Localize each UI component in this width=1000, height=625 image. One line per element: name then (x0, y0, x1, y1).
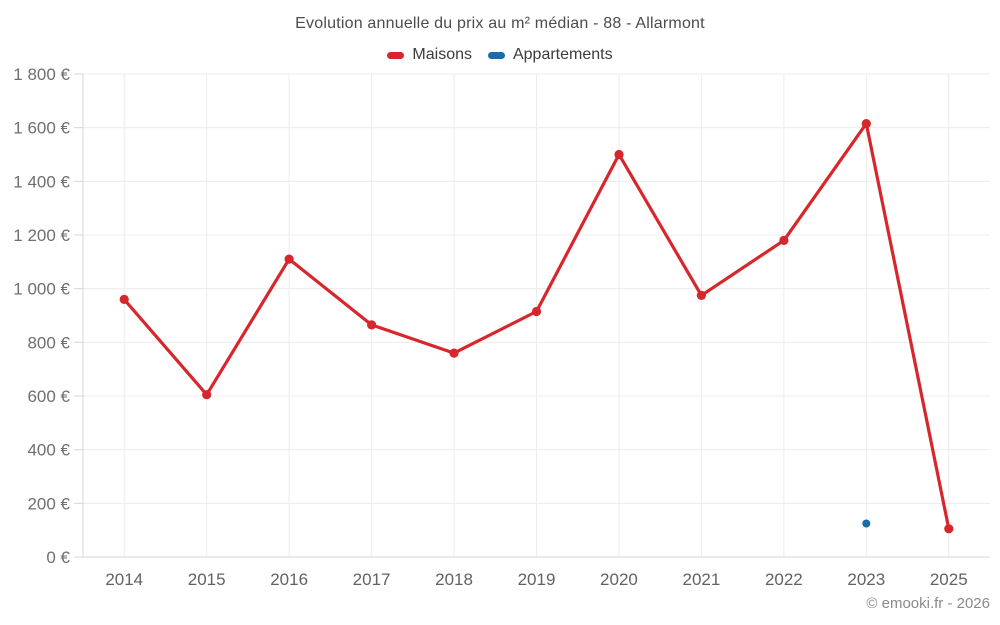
legend-item-appartements[interactable]: Appartements (487, 46, 613, 64)
y-axis-label: 0 € (46, 548, 70, 567)
x-axis-label: 2020 (600, 570, 638, 589)
legend: Maisons Appartements (0, 44, 1000, 66)
y-axis-label: 1 000 € (13, 280, 70, 299)
y-axis-label: 800 € (27, 333, 70, 352)
y-axis-label: 200 € (27, 494, 70, 513)
watermark: © emooki.fr - 2026 (866, 595, 990, 612)
y-axis-label: 600 € (27, 387, 70, 406)
maisons-point-2014[interactable] (119, 294, 129, 304)
y-axis-label: 1 600 € (13, 119, 70, 138)
chart-title: Evolution annuelle du prix au m² médian … (295, 15, 705, 32)
x-axis-label: 2016 (270, 570, 308, 589)
x-axis-label: 2017 (353, 570, 391, 589)
legend-item-maisons[interactable]: Maisons (387, 46, 472, 64)
y-axis-label: 400 € (27, 441, 70, 460)
x-axis-label: 2015 (188, 570, 226, 589)
y-axis-label: 1 400 € (13, 172, 70, 191)
maisons-point-2019[interactable] (531, 306, 542, 317)
x-axis-label: 2014 (105, 570, 143, 589)
x-axis-label: 2022 (765, 570, 803, 589)
appartements-point-2023[interactable] (862, 519, 871, 528)
maisons-point-2017[interactable] (367, 320, 377, 330)
maisons-point-2020[interactable] (614, 149, 624, 160)
maisons-point-2025[interactable] (944, 524, 954, 534)
maisons-point-2018[interactable] (449, 348, 459, 358)
maisons-point-2022[interactable] (779, 235, 789, 245)
x-axis-label: 2021 (682, 570, 720, 589)
y-axis-label: 1 200 € (13, 226, 70, 245)
y-axis-label: 1 800 € (13, 65, 70, 84)
maisons-point-2023[interactable] (861, 119, 871, 129)
x-axis-label: 2019 (518, 570, 556, 589)
x-axis-label: 2023 (847, 570, 885, 589)
maisons-point-2015[interactable] (202, 390, 212, 400)
appartements-legend-swatch (487, 51, 505, 59)
maisons-point-2021[interactable] (696, 290, 707, 300)
legend-label: Appartements (512, 46, 613, 63)
maisons-legend-swatch (387, 51, 405, 59)
maisons-point-2016[interactable] (284, 254, 294, 264)
x-axis-label: 2025 (930, 570, 968, 589)
legend-label: Maisons (412, 46, 472, 63)
x-axis-label: 2018 (435, 570, 473, 589)
